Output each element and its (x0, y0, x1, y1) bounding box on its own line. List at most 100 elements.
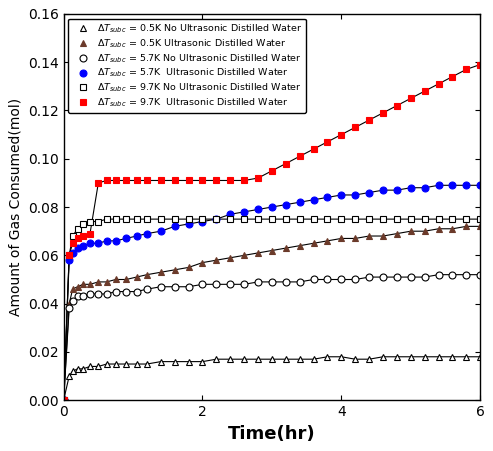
$\Delta T_{subc}$ = 5.7K  Ultrasonic Distilled Water (338, 192, 344, 198)
$\Delta T_{subc}$ = 9.7K  Ultrasonic Distilled Water (255, 175, 261, 181)
$\Delta T_{subc}$ = 5.7K  Ultrasonic Distilled Water (450, 183, 456, 188)
$\Delta T_{subc}$ = 0.5K No Ultrasonic Distilled Water (104, 361, 109, 367)
$\Delta T_{subc}$ = 5.7K  Ultrasonic Distilled Water (74, 245, 80, 251)
$\Delta T_{subc}$ = 5.7K  Ultrasonic Distilled Water (255, 207, 261, 212)
$\Delta T_{subc}$ = 9.7K  Ultrasonic Distilled Water (324, 139, 330, 144)
$\Delta T_{subc}$ = 0.5K Ultrasonic Distilled Water (80, 281, 86, 287)
$\Delta T_{subc}$ = 5.7K No Ultrasonic Distilled Water (158, 284, 164, 290)
$\Delta T_{subc}$ = 9.7K No Ultrasonic Distilled Water (450, 216, 456, 222)
$\Delta T_{subc}$ = 9.7K  Ultrasonic Distilled Water (70, 240, 75, 246)
$\Delta T_{subc}$ = 9.7K No Ultrasonic Distilled Water (172, 216, 177, 222)
$\Delta T_{subc}$ = 5.7K No Ultrasonic Distilled Water (200, 281, 206, 287)
$\Delta T_{subc}$ = 0.5K Ultrasonic Distilled Water (241, 253, 247, 258)
$\Delta T_{subc}$ = 9.7K  Ultrasonic Distilled Water (283, 161, 289, 166)
$\Delta T_{subc}$ = 5.7K No Ultrasonic Distilled Water (477, 272, 483, 277)
$\Delta T_{subc}$ = 0.5K No Ultrasonic Distilled Water (297, 356, 303, 362)
$\Delta T_{subc}$ = 0.5K Ultrasonic Distilled Water (104, 279, 109, 285)
$\Delta T_{subc}$ = 9.7K No Ultrasonic Distilled Water (74, 226, 80, 231)
$\Delta T_{subc}$ = 9.7K  Ultrasonic Distilled Water (436, 81, 442, 87)
$\Delta T_{subc}$ = 5.7K  Ultrasonic Distilled Water (311, 197, 317, 202)
$\Delta T_{subc}$ = 9.7K No Ultrasonic Distilled Water (144, 216, 150, 222)
$\Delta T_{subc}$ = 5.7K No Ultrasonic Distilled Water (70, 299, 75, 304)
$\Delta T_{subc}$ = 9.7K No Ultrasonic Distilled Water (311, 216, 317, 222)
$\Delta T_{subc}$ = 0.5K Ultrasonic Distilled Water (422, 229, 427, 234)
Line: $\Delta T_{subc}$ = 0.5K Ultrasonic Distilled Water: $\Delta T_{subc}$ = 0.5K Ultrasonic Dist… (60, 223, 484, 404)
$\Delta T_{subc}$ = 5.7K  Ultrasonic Distilled Water (61, 397, 67, 403)
$\Delta T_{subc}$ = 9.7K No Ultrasonic Distilled Water (200, 216, 206, 222)
$\Delta T_{subc}$ = 9.7K  Ultrasonic Distilled Water (213, 178, 219, 183)
$\Delta T_{subc}$ = 5.7K No Ultrasonic Distilled Water (134, 289, 140, 294)
$\Delta T_{subc}$ = 5.7K No Ultrasonic Distilled Water (61, 397, 67, 403)
$\Delta T_{subc}$ = 0.5K Ultrasonic Distilled Water (213, 258, 219, 263)
$\Delta T_{subc}$ = 0.5K Ultrasonic Distilled Water (394, 231, 400, 236)
$\Delta T_{subc}$ = 0.5K Ultrasonic Distilled Water (70, 286, 75, 292)
$\Delta T_{subc}$ = 0.5K Ultrasonic Distilled Water (227, 255, 233, 261)
$\Delta T_{subc}$ = 5.7K No Ultrasonic Distilled Water (338, 277, 344, 282)
$\Delta T_{subc}$ = 5.7K No Ultrasonic Distilled Water (95, 291, 101, 297)
$\Delta T_{subc}$ = 5.7K No Ultrasonic Distilled Water (450, 272, 456, 277)
$\Delta T_{subc}$ = 9.7K No Ultrasonic Distilled Water (104, 216, 109, 222)
$\Delta T_{subc}$ = 0.5K No Ultrasonic Distilled Water (436, 354, 442, 359)
$\Delta T_{subc}$ = 0.5K Ultrasonic Distilled Water (338, 236, 344, 241)
$\Delta T_{subc}$ = 9.7K No Ultrasonic Distilled Water (186, 216, 192, 222)
$\Delta T_{subc}$ = 0.5K No Ultrasonic Distilled Water (450, 354, 456, 359)
$\Delta T_{subc}$ = 9.7K  Ultrasonic Distilled Water (352, 124, 358, 130)
$\Delta T_{subc}$ = 0.5K No Ultrasonic Distilled Water (394, 354, 400, 359)
Y-axis label: Amount of Gas Consumed(mol): Amount of Gas Consumed(mol) (8, 98, 22, 316)
$\Delta T_{subc}$ = 5.7K No Ultrasonic Distilled Water (311, 277, 317, 282)
$\Delta T_{subc}$ = 5.7K No Ultrasonic Distilled Water (380, 274, 386, 280)
$\Delta T_{subc}$ = 0.5K No Ultrasonic Distilled Water (87, 364, 93, 369)
$\Delta T_{subc}$ = 0.5K Ultrasonic Distilled Water (74, 284, 80, 290)
$\Delta T_{subc}$ = 5.7K  Ultrasonic Distilled Water (269, 204, 275, 210)
$\Delta T_{subc}$ = 9.7K No Ultrasonic Distilled Water (70, 233, 75, 239)
$\Delta T_{subc}$ = 5.7K  Ultrasonic Distilled Water (113, 238, 119, 244)
$\Delta T_{subc}$ = 9.7K  Ultrasonic Distilled Water (186, 178, 192, 183)
$\Delta T_{subc}$ = 5.7K  Ultrasonic Distilled Water (104, 238, 109, 244)
$\Delta T_{subc}$ = 5.7K  Ultrasonic Distilled Water (366, 190, 372, 195)
$\Delta T_{subc}$ = 0.5K No Ultrasonic Distilled Water (186, 359, 192, 364)
$\Delta T_{subc}$ = 5.7K  Ultrasonic Distilled Water (144, 231, 150, 236)
$\Delta T_{subc}$ = 0.5K No Ultrasonic Distilled Water (311, 356, 317, 362)
$\Delta T_{subc}$ = 9.7K No Ultrasonic Distilled Water (463, 216, 469, 222)
$\Delta T_{subc}$ = 5.7K  Ultrasonic Distilled Water (352, 192, 358, 198)
$\Delta T_{subc}$ = 0.5K No Ultrasonic Distilled Water (269, 356, 275, 362)
$\Delta T_{subc}$ = 0.5K Ultrasonic Distilled Water (123, 277, 129, 282)
$\Delta T_{subc}$ = 9.7K No Ultrasonic Distilled Water (255, 216, 261, 222)
$\Delta T_{subc}$ = 0.5K No Ultrasonic Distilled Water (134, 361, 140, 367)
$\Delta T_{subc}$ = 0.5K Ultrasonic Distilled Water (186, 265, 192, 270)
$\Delta T_{subc}$ = 5.7K  Ultrasonic Distilled Water (66, 258, 72, 263)
$\Delta T_{subc}$ = 9.7K  Ultrasonic Distilled Water (104, 178, 109, 183)
$\Delta T_{subc}$ = 0.5K No Ultrasonic Distilled Water (66, 373, 72, 379)
$\Delta T_{subc}$ = 0.5K Ultrasonic Distilled Water (436, 226, 442, 231)
$\Delta T_{subc}$ = 9.7K  Ultrasonic Distilled Water (200, 178, 206, 183)
$\Delta T_{subc}$ = 0.5K No Ultrasonic Distilled Water (144, 361, 150, 367)
$\Delta T_{subc}$ = 5.7K No Ultrasonic Distilled Water (74, 294, 80, 299)
$\Delta T_{subc}$ = 5.7K No Ultrasonic Distilled Water (144, 286, 150, 292)
Line: $\Delta T_{subc}$ = 9.7K  Ultrasonic Distilled Water: $\Delta T_{subc}$ = 9.7K Ultrasonic Dist… (60, 61, 484, 404)
$\Delta T_{subc}$ = 9.7K  Ultrasonic Distilled Water (172, 178, 177, 183)
$\Delta T_{subc}$ = 9.7K No Ultrasonic Distilled Water (338, 216, 344, 222)
$\Delta T_{subc}$ = 0.5K Ultrasonic Distilled Water (311, 240, 317, 246)
Line: $\Delta T_{subc}$ = 5.7K No Ultrasonic Distilled Water: $\Delta T_{subc}$ = 5.7K No Ultrasonic D… (60, 271, 484, 404)
$\Delta T_{subc}$ = 0.5K Ultrasonic Distilled Water (269, 248, 275, 253)
$\Delta T_{subc}$ = 5.7K  Ultrasonic Distilled Water (158, 229, 164, 234)
Line: $\Delta T_{subc}$ = 9.7K No Ultrasonic Distilled Water: $\Delta T_{subc}$ = 9.7K No Ultrasonic D… (60, 216, 484, 404)
$\Delta T_{subc}$ = 9.7K  Ultrasonic Distilled Water (366, 117, 372, 123)
$\Delta T_{subc}$ = 0.5K No Ultrasonic Distilled Water (422, 354, 427, 359)
$\Delta T_{subc}$ = 0.5K Ultrasonic Distilled Water (366, 233, 372, 239)
$\Delta T_{subc}$ = 0.5K No Ultrasonic Distilled Water (80, 366, 86, 372)
$\Delta T_{subc}$ = 0.5K Ultrasonic Distilled Water (463, 224, 469, 229)
$\Delta T_{subc}$ = 5.7K  Ultrasonic Distilled Water (186, 221, 192, 227)
$\Delta T_{subc}$ = 0.5K No Ultrasonic Distilled Water (241, 356, 247, 362)
$\Delta T_{subc}$ = 5.7K No Ultrasonic Distilled Water (241, 281, 247, 287)
$\Delta T_{subc}$ = 0.5K No Ultrasonic Distilled Water (158, 359, 164, 364)
$\Delta T_{subc}$ = 0.5K Ultrasonic Distilled Water (158, 270, 164, 275)
$\Delta T_{subc}$ = 0.5K No Ultrasonic Distilled Water (324, 354, 330, 359)
$\Delta T_{subc}$ = 0.5K No Ultrasonic Distilled Water (380, 354, 386, 359)
$\Delta T_{subc}$ = 0.5K No Ultrasonic Distilled Water (61, 397, 67, 403)
$\Delta T_{subc}$ = 9.7K No Ultrasonic Distilled Water (113, 216, 119, 222)
$\Delta T_{subc}$ = 5.7K  Ultrasonic Distilled Water (463, 183, 469, 188)
X-axis label: Time(hr): Time(hr) (228, 425, 316, 443)
$\Delta T_{subc}$ = 0.5K Ultrasonic Distilled Water (450, 226, 456, 231)
$\Delta T_{subc}$ = 5.7K No Ultrasonic Distilled Water (172, 284, 177, 290)
